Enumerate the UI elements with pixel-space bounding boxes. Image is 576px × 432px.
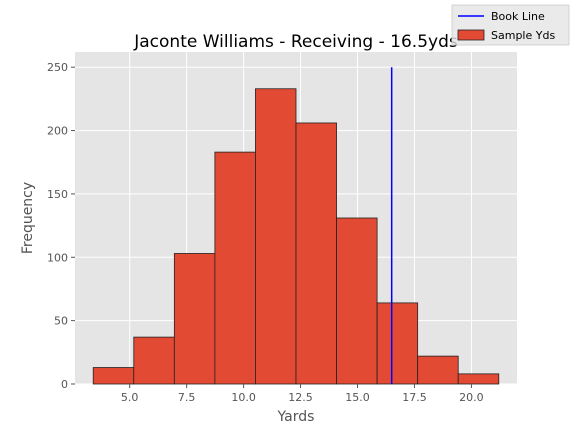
y-tick-label: 0 <box>61 378 68 391</box>
x-tick-label: 15.0 <box>345 391 370 404</box>
legend-book-line-label: Book Line <box>491 10 545 23</box>
y-axis-ticks: 0 50 100 150 200 250 <box>47 61 75 391</box>
histogram-bar <box>376 302 419 385</box>
histogram-bar <box>92 367 135 385</box>
legend-sample-yds-label: Sample Yds <box>491 29 555 42</box>
legend-sample-yds-swatch <box>457 29 485 41</box>
histogram-bar <box>295 122 337 385</box>
x-axis-label: Yards <box>277 409 315 425</box>
x-tick-label: 12.5 <box>288 391 313 404</box>
x-tick-label: 20.0 <box>459 391 484 404</box>
histogram-bar <box>214 151 256 385</box>
chart-title: Jaconte Williams - Receiving - 16.5yds <box>133 32 458 52</box>
histogram-bars <box>92 88 500 385</box>
y-tick-label: 200 <box>47 125 68 138</box>
histogram-bar <box>133 336 175 385</box>
y-tick-label: 150 <box>47 188 68 201</box>
x-tick-label: 17.5 <box>402 391 427 404</box>
histogram-bar <box>336 217 378 385</box>
y-tick-label: 100 <box>47 251 68 264</box>
x-axis-ticks: 5.0 7.5 10.0 12.5 15.0 17.5 20.0 <box>121 384 484 404</box>
legend: Book Line Sample Yds <box>451 4 570 46</box>
histogram-bar <box>173 253 216 385</box>
y-axis-label: Frequency <box>20 182 36 254</box>
x-tick-label: 7.5 <box>178 391 196 404</box>
y-tick-label: 250 <box>47 61 68 74</box>
histogram-bar <box>457 373 500 385</box>
x-tick-label: 10.0 <box>231 391 256 404</box>
y-tick-label: 50 <box>54 315 68 328</box>
histogram-bar <box>255 88 297 385</box>
x-tick-label: 5.0 <box>121 391 139 404</box>
histogram-bar <box>417 355 459 385</box>
